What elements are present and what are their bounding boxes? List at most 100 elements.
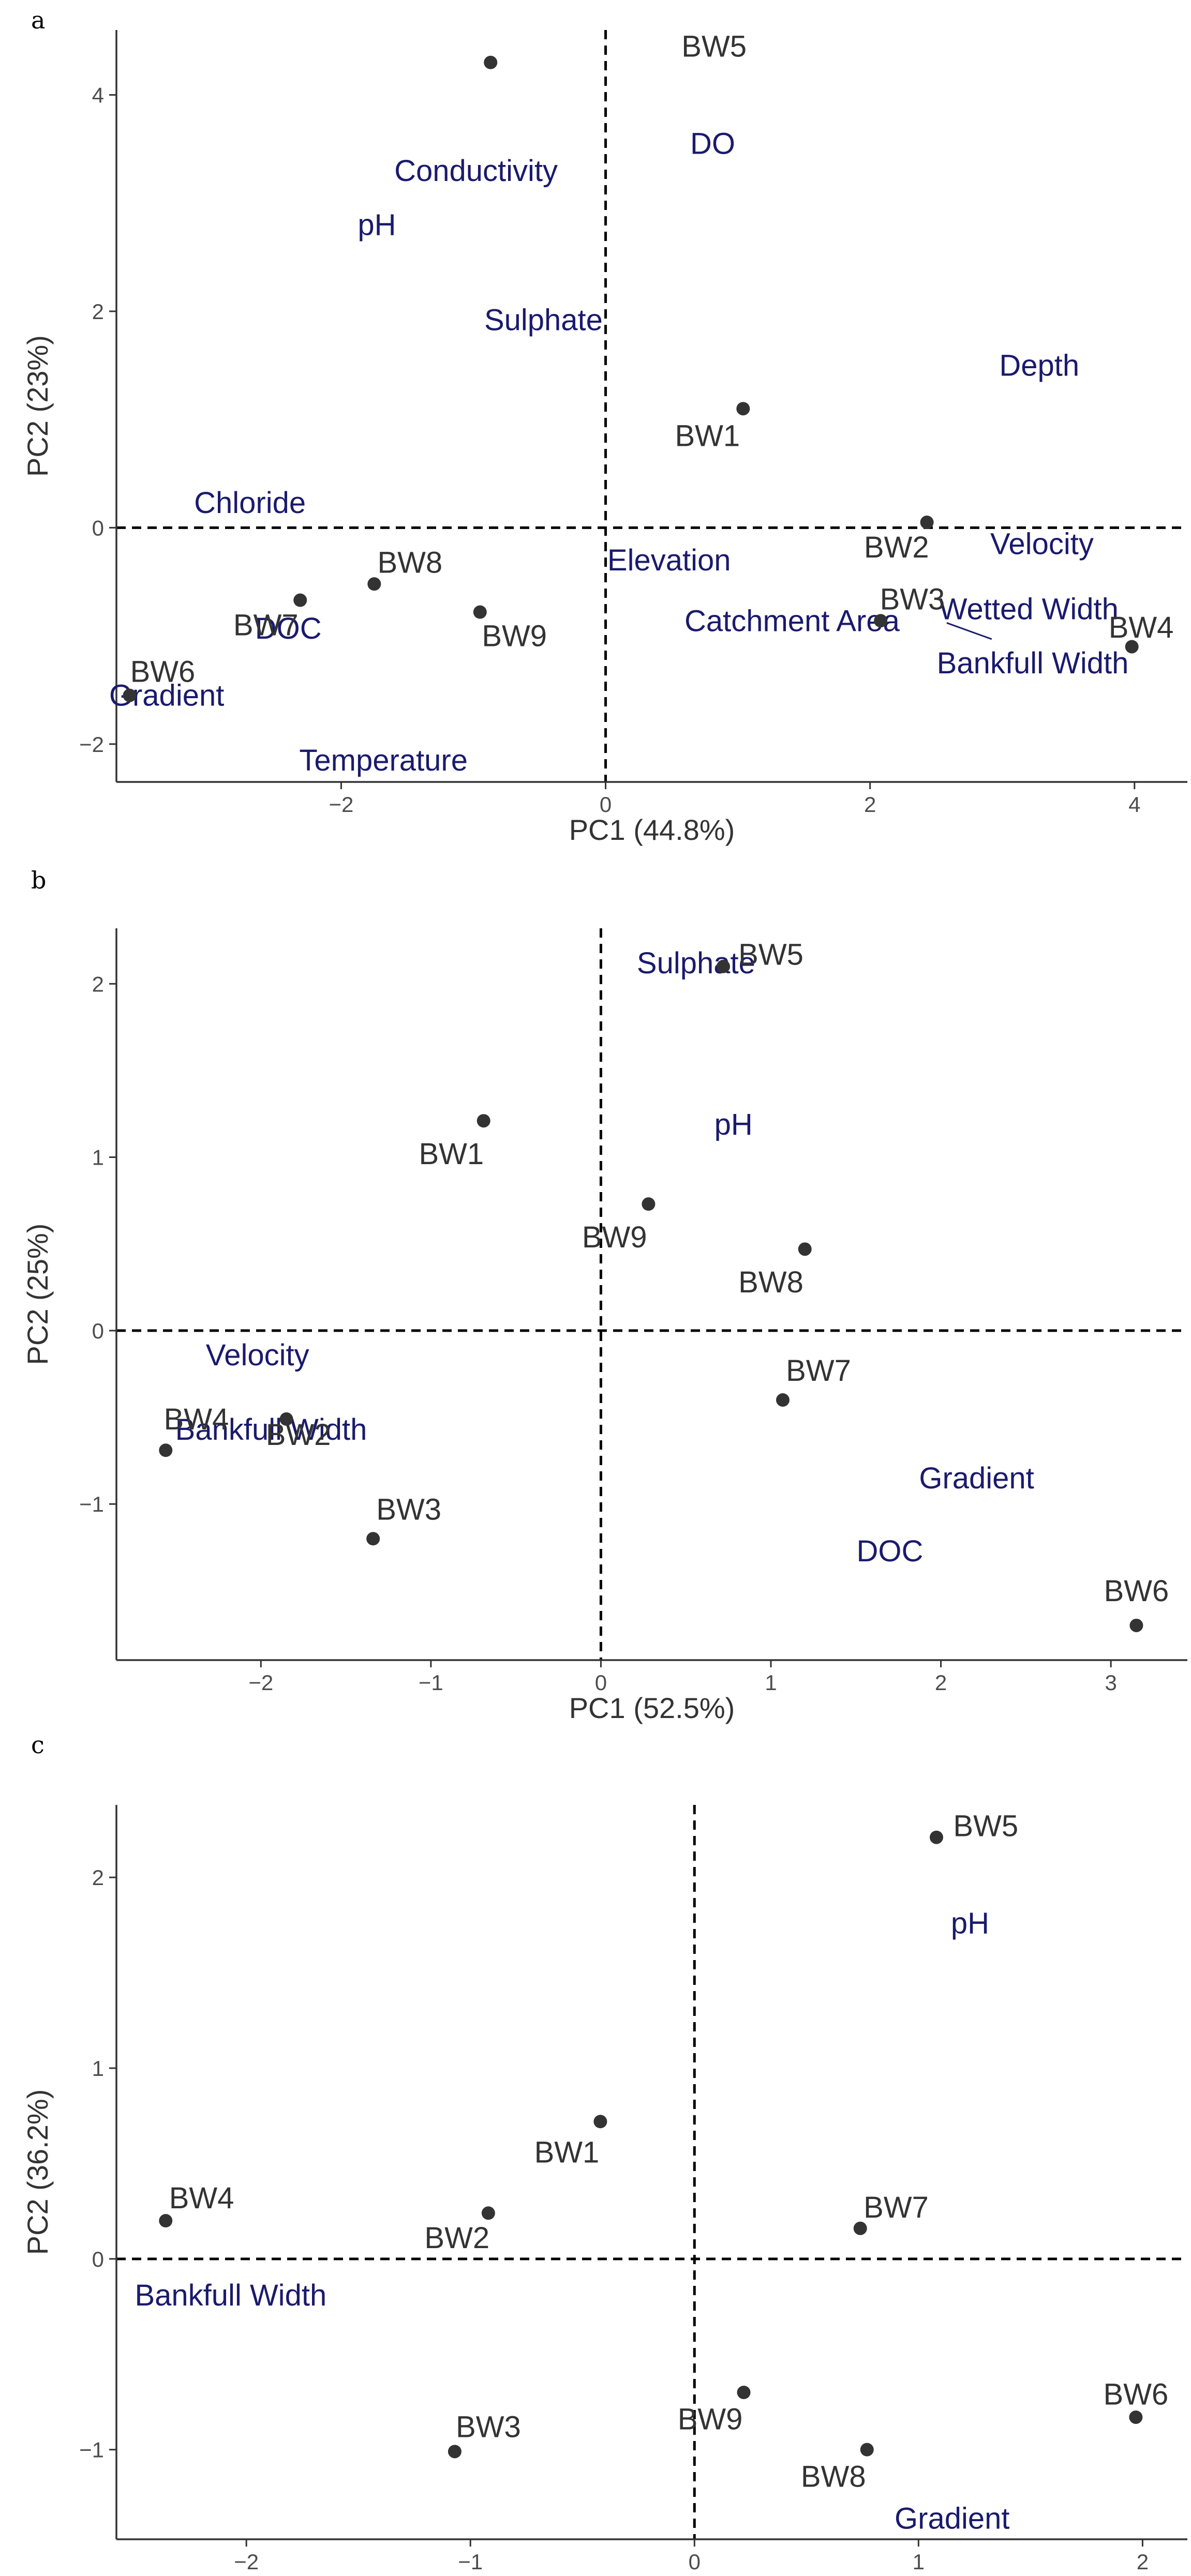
site-point [481,2206,495,2220]
site-label: BW3 [880,582,945,616]
site-point [717,959,730,973]
y-tick-label: 0 [92,2247,104,2271]
site-label: BW6 [1104,2378,1169,2412]
site-point [798,1242,812,1256]
label-leader-line [946,622,992,640]
variable-label: pH [951,1907,989,1940]
site-label: BW1 [675,419,740,453]
site-label: BW7 [864,2191,929,2224]
site-point [920,515,934,529]
site-point [593,2115,607,2129]
site-label: BW5 [738,938,803,971]
variable-label: DOC [255,612,322,645]
site-label: BW6 [130,655,196,689]
site-label: BW4 [1109,611,1174,644]
site-label: BW1 [419,1137,484,1171]
y-tick-label: 0 [92,1319,104,1343]
panel-a-letter: a [31,6,45,34]
variable-label: Temperature [299,744,468,777]
panel-c: c −2 −1 0 1 2 −1 0 1 2 PC1 (58.1%) PC2 (36.2%) pH Ba… [21,1731,1187,2576]
variable-label: Sulphate [637,946,755,980]
y-tick-label: 2 [92,972,104,996]
variable-label: Bankfull Width [135,2279,326,2312]
site-point [123,688,137,702]
x-tick-label: 4 [1128,792,1140,817]
x-tick-label: 0 [595,1670,607,1695]
y-tick-label: −1 [79,2438,104,2462]
x-axis-title: PC1 (52.5%) [569,1692,735,1724]
panel-c-letter: c [31,1731,44,1759]
x-tick-label: −1 [458,2550,483,2574]
site-point [293,593,307,607]
site-label: BW3 [456,2410,521,2444]
site-label: BW7 [233,609,299,642]
variable-label: Sulphate [484,304,603,337]
site-label: BW6 [1104,1574,1169,1608]
site-label: BW4 [164,1403,229,1436]
site-label: BW2 [424,2221,489,2255]
site-point [929,1830,943,1844]
site-point [853,2221,867,2235]
x-tick-label: 3 [1105,1670,1116,1695]
x-tick-label: 0 [600,792,612,817]
x-tick-label: 2 [1137,2550,1149,2574]
x-tick-label: −2 [329,792,353,817]
x-tick-label: 2 [935,1670,947,1695]
variable-label: Depth [999,349,1079,383]
site-label: BW9 [482,620,547,653]
x-tick-label: −2 [234,2550,259,2574]
site-point [874,614,888,628]
y-tick-label: −2 [79,732,104,757]
x-tick-label: −1 [419,1670,443,1695]
y-axis-title: PC2 (36.2%) [21,2089,54,2255]
panel-b-letter: b [31,866,46,894]
variable-label: Chloride [194,486,306,520]
site-label: BW8 [801,2460,866,2493]
site-label: BW9 [582,1221,647,1254]
site-point [1125,640,1139,654]
variable-label: pH [358,208,396,242]
y-tick-label: 2 [92,299,104,324]
y-tick-label: −1 [79,1492,104,1516]
variable-label: pH [714,1108,753,1141]
variable-label: Bankfull Width [937,646,1129,680]
site-point [776,1393,790,1407]
site-label: BW9 [678,2403,743,2436]
x-axis-title: PC1 (44.8%) [569,814,735,846]
site-label: BW8 [738,1266,803,1299]
site-point [159,2214,173,2228]
site-label: BW3 [376,1493,441,1526]
variable-label: Conductivity [394,154,558,188]
site-point [1129,2410,1143,2424]
y-axis-title: PC2 (23%) [21,335,54,477]
panel-a: a −2 0 2 4 −2 0 2 4 PC1 (44.8%) PC2 (23%) DO Conduc… [21,6,1187,846]
variable-label: Wetted Width [939,592,1119,626]
y-axis-title: PC2 (25%) [21,1224,54,1365]
x-axis-title: PC1 (58.1%) [569,2571,735,2576]
variable-label: DO [690,127,735,161]
x-tick-label: 2 [864,792,876,817]
variable-label: DOC [857,1534,924,1568]
site-label: BW5 [953,1810,1018,1843]
site-label: BW5 [681,29,747,63]
site-point [448,2445,461,2459]
variable-label: Catchment Area [684,604,900,638]
site-point [642,1197,656,1211]
site-point [367,577,381,591]
site-point [484,55,498,69]
x-tick-label: 1 [913,2550,925,2574]
site-point [477,1114,490,1128]
y-tick-label: 0 [92,516,104,540]
site-point [737,2386,751,2399]
y-tick-label: 4 [92,83,104,108]
x-tick-label: 1 [765,1670,777,1695]
panel-b: b −2 −1 0 1 2 3 −1 0 1 2 PC1 (52.5%) PC2 (25%) Sulph… [21,866,1187,1724]
site-point [159,1443,173,1457]
site-point [279,1412,293,1426]
site-label: BW1 [534,2135,600,2169]
site-label: BW7 [786,1354,851,1388]
y-tick-label: 2 [92,1865,104,1890]
site-point [736,402,750,416]
variable-label: Velocity [206,1338,309,1372]
site-point [1129,1618,1143,1632]
